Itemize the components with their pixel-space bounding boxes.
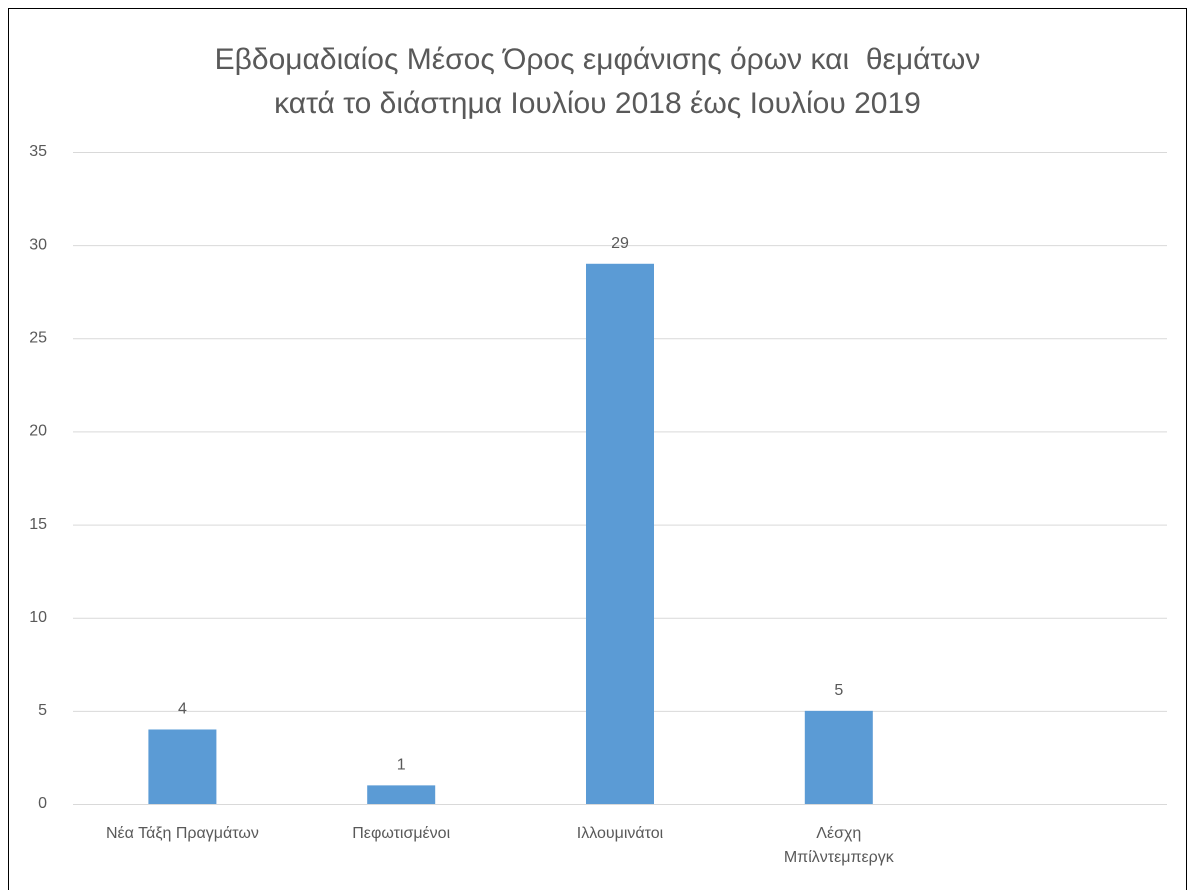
bar [148, 729, 217, 804]
y-tick-label: 5 [38, 702, 47, 719]
y-tick-label: 35 [29, 143, 47, 160]
y-tick-label: 15 [29, 516, 47, 533]
y-tick-label: 30 [29, 236, 47, 253]
data-label: 29 [611, 235, 629, 252]
chart-title: Εβδομαδιαίος Μέσος Όρος εμφάνισης όρων κ… [214, 43, 981, 120]
y-tick-label: 0 [38, 795, 47, 812]
x-tick-label: Ιλλουμινάτοι [576, 825, 664, 842]
data-label: 1 [397, 757, 406, 774]
y-tick-label: 20 [29, 423, 47, 440]
x-tick-label: Πεφωτισμένοι [352, 825, 451, 842]
data-label: 5 [834, 682, 843, 699]
bar [586, 263, 654, 804]
x-tick-label: Λέσχη Μπίλντεμπεργκ [783, 825, 894, 866]
bar [367, 785, 436, 804]
y-tick-label: 10 [29, 609, 47, 626]
y-tick-label: 25 [29, 330, 47, 347]
bar [804, 710, 873, 804]
x-tick-label: Νέα Τάξη Πραγμάτων [105, 825, 259, 842]
data-label: 4 [178, 701, 187, 718]
